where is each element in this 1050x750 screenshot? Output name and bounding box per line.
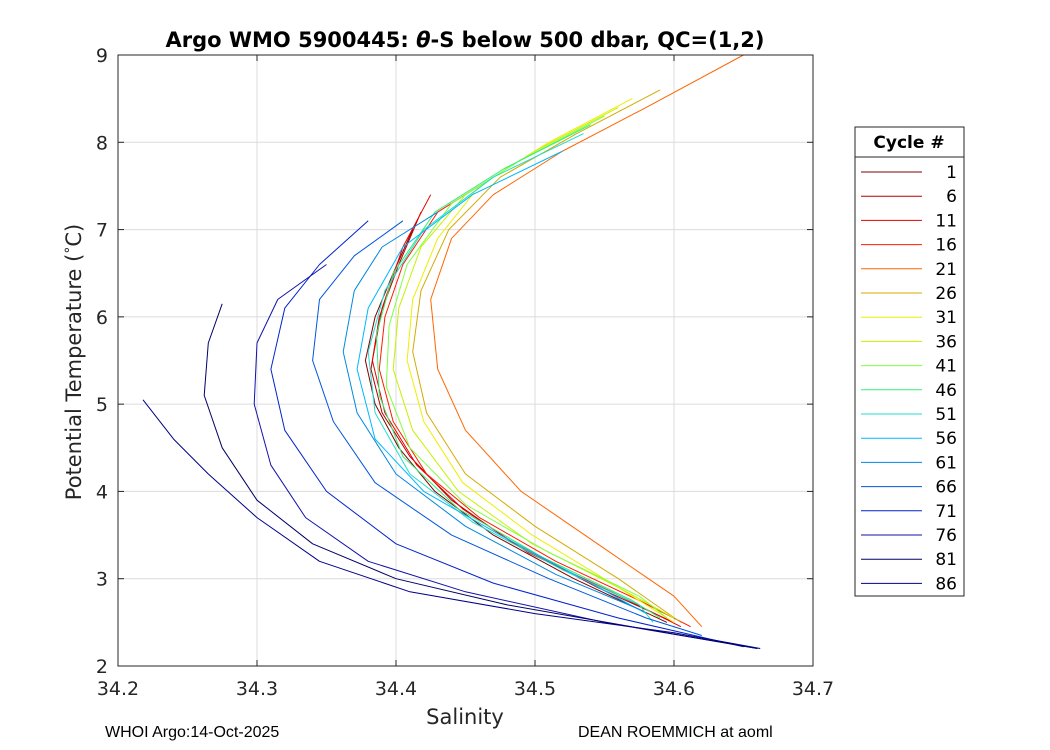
series-line-cycle-16 (378, 176, 691, 628)
legend: Cycle # 16111621263136414651566166717681… (854, 126, 965, 597)
y-tick-label: 4 (96, 481, 108, 503)
series-line-cycle-81 (203, 303, 758, 649)
x-tick-label: 34.5 (514, 678, 556, 700)
series-line-cycle-86 (142, 399, 761, 649)
x-tick-label: 34.3 (236, 678, 278, 700)
x-axis-label: Salinity (426, 705, 504, 729)
plot-frame (117, 54, 814, 667)
legend-label-cycle-11: 11 (935, 211, 957, 231)
legend-label-cycle-86: 86 (935, 574, 957, 594)
legend-label-cycle-16: 16 (935, 236, 957, 256)
axis-ticks: 34.2 34.3 34.4 34.5 34.6 34.7 2 3 4 5 6 7 8 9 (96, 45, 834, 700)
legend-box (854, 126, 965, 597)
plot-area (118, 55, 813, 666)
legend-label-cycle-56: 56 (935, 429, 957, 449)
legend-label-cycle-76: 76 (935, 526, 957, 546)
legend-label-cycle-61: 61 (935, 453, 957, 473)
y-tick-label: 6 (96, 307, 108, 329)
legend-label-cycle-31: 31 (935, 308, 957, 328)
x-tick-label: 34.7 (792, 678, 834, 700)
series-line-cycle-61 (342, 211, 640, 610)
legend-label-cycle-6: 6 (946, 187, 957, 207)
series-line-cycle-71 (270, 220, 744, 648)
y-tick-label: 7 (96, 220, 108, 242)
series-line-cycle-21 (430, 54, 744, 628)
legend-label-cycle-51: 51 (935, 405, 957, 425)
footer-credit-left: WHOI Argo:14-Oct-2025 (105, 724, 280, 741)
legend-title: Cycle # (873, 133, 944, 153)
x-tick-label: 34.4 (375, 678, 417, 700)
series-line-cycle-26 (412, 89, 682, 623)
series-group (142, 54, 761, 649)
series-line-cycle-41 (385, 115, 668, 619)
legend-label-cycle-71: 71 (935, 502, 957, 522)
series-line-cycle-56 (356, 150, 647, 615)
footer-credit-right: DEAN ROEMMICH at aoml (578, 724, 773, 741)
legend-label-cycle-66: 66 (935, 478, 957, 498)
y-tick-label: 8 (96, 132, 108, 154)
legend-label-cycle-81: 81 (935, 550, 957, 570)
y-tick-label: 3 (96, 569, 108, 591)
y-tick-label: 9 (96, 45, 108, 67)
legend-label-cycle-41: 41 (935, 357, 957, 377)
y-tick-label: 2 (96, 656, 108, 678)
x-tick-label: 34.6 (653, 678, 695, 700)
y-tick-label: 5 (96, 394, 108, 416)
series-line-cycle-66 (312, 220, 702, 636)
series-line-cycle-46 (376, 124, 661, 619)
y-axis-label: Potential Temperature (°C) (62, 224, 86, 500)
chart-title: Argo WMO 5900445: θ-S below 500 dbar, QC… (165, 28, 764, 52)
legend-label-cycle-46: 46 (935, 381, 957, 401)
legend-label-cycle-36: 36 (935, 332, 957, 352)
legend-label-cycle-21: 21 (935, 260, 957, 280)
legend-label-cycle-1: 1 (946, 163, 957, 183)
legend-label-cycle-26: 26 (935, 284, 957, 304)
series-line-cycle-76 (253, 264, 758, 649)
x-tick-label: 34.2 (97, 678, 139, 700)
